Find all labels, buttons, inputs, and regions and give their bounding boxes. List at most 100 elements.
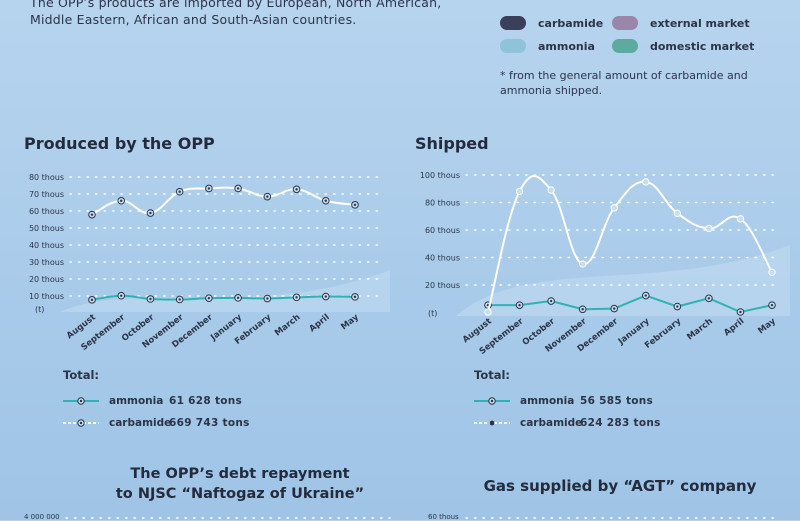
legend-swatch [500,16,526,30]
data-point-carbamide [610,204,618,212]
series-line-ammonia [91,294,356,301]
data-point-dot [676,305,679,308]
data-point-carbamide [484,308,492,316]
data-point-carbamide [768,268,776,276]
legend-label: external market [650,16,750,30]
data-point-dot [236,187,240,190]
totals-row-carbamide: carbamide 624 283 tons [474,412,661,434]
totals-label: ammonia [109,395,164,407]
debt-repayment-title: The OPP’s debt repayment to NJSC “Naftog… [115,466,365,502]
y-unit-label: (t) [35,305,44,314]
background-hill [60,270,390,312]
data-point-dot [644,294,647,297]
y-tick-label: 80 thous [29,173,64,182]
data-point-dot [178,190,181,193]
y-tick-label: 20 thous [29,275,64,284]
totals-shipped: Total: ammonia 56 585 tons carbamide 624… [474,368,661,434]
totals-row-carbamide: carbamide 669 743 tons [63,412,250,434]
x-tick-label: March [273,312,302,338]
totals-produced: Total: ammonia 61 628 tons carbamide 669… [63,368,250,434]
x-tick-label: April [308,312,332,334]
totals-label: carbamide [520,417,583,429]
y-tick-label: 60 thous [425,226,460,235]
data-point-dot [518,303,521,307]
data-point-dot [324,295,327,298]
ammonia-line-icon [63,397,99,405]
legend-item-external-market: external market [612,16,750,30]
data-point-dot [120,199,123,202]
data-point-dot [236,296,240,300]
data-point-carbamide [705,224,713,233]
legend-swatch [500,39,526,53]
data-point-dot [549,299,553,303]
legend-label: carbamide [538,16,604,30]
series-line-carbamide [91,186,356,216]
data-point-carbamide [642,178,650,186]
data-point-dot [90,213,94,216]
totals-row-ammonia: ammonia 56 585 tons [474,390,661,412]
legend-note: * from the general amount of carbamide a… [500,69,748,97]
carbamide-line-icon [474,420,510,426]
totals-value: 61 628 tons [169,395,243,407]
gas-y-tick: 60 thous [428,513,459,521]
x-tick-label: March [685,316,714,342]
data-point-carbamide [515,187,524,196]
data-point-carbamide [578,260,587,268]
x-tick-label: May [339,312,361,332]
legend-swatch [612,16,638,30]
data-point-dot [149,297,152,301]
legend-item-ammonia: ammonia [500,39,595,53]
y-tick-label: 40 thous [29,241,64,250]
intro-text: The OPP’s products are imported by Europ… [30,0,442,27]
data-point-dot [90,298,94,302]
y-tick-label: 30 thous [29,258,64,267]
data-point-dot [266,297,269,300]
chart-title-produced: Produced by the OPP [24,134,215,153]
series-line-ammonia [488,294,773,314]
data-point-dot [207,296,211,300]
y-tick-label: 100 thous [420,171,460,180]
ammonia-line-icon [474,397,510,405]
data-point-carbamide [547,186,555,194]
y-tick-label: 40 thous [425,254,460,263]
carbamide-line-icon [63,419,99,427]
gas-supplied-title: Gas supplied by “AGT” company [483,477,757,495]
data-point-dot [707,297,711,300]
data-point-dot [178,298,181,301]
data-point-dot [739,310,742,314]
data-point-dot [613,307,616,310]
data-point-dot [207,187,211,190]
legend-swatch [612,39,638,53]
data-point-dot [353,203,357,207]
totals-header: Total: [474,368,511,382]
data-point-dot [295,296,298,299]
x-tick-label: April [722,316,746,338]
totals-value: 56 585 tons [580,395,654,407]
data-point-carbamide [673,209,682,218]
y-tick-label: 50 thous [29,224,64,233]
y-tick-label: 60 thous [29,207,64,216]
y-tick-label: 80 thous [425,199,460,208]
totals-label: carbamide [109,417,172,429]
data-point-carbamide [736,215,745,223]
totals-value: 624 283 tons [580,417,661,429]
data-point-dot [120,294,123,297]
series-line-carbamide [487,175,773,313]
legend-label: domestic market [650,39,755,53]
x-tick-label: May [756,316,778,336]
y-tick-label: 70 thous [29,190,64,199]
data-point-dot [149,211,152,215]
data-point-dot [266,195,269,198]
data-point-dot [295,188,298,191]
totals-row-ammonia: ammonia 61 628 tons [63,390,250,412]
data-point-dot [770,303,774,307]
y-unit-label: (t) [428,309,437,318]
legend-item-domestic-market: domestic market [612,39,754,53]
chart-title-shipped: Shipped [415,134,489,153]
y-tick-label: 20 thous [425,281,460,290]
legend-item-carbamide: carbamide [500,16,603,30]
totals-header: Total: [63,368,100,382]
data-point-dot [353,295,357,299]
legend-label: ammonia [538,39,595,53]
